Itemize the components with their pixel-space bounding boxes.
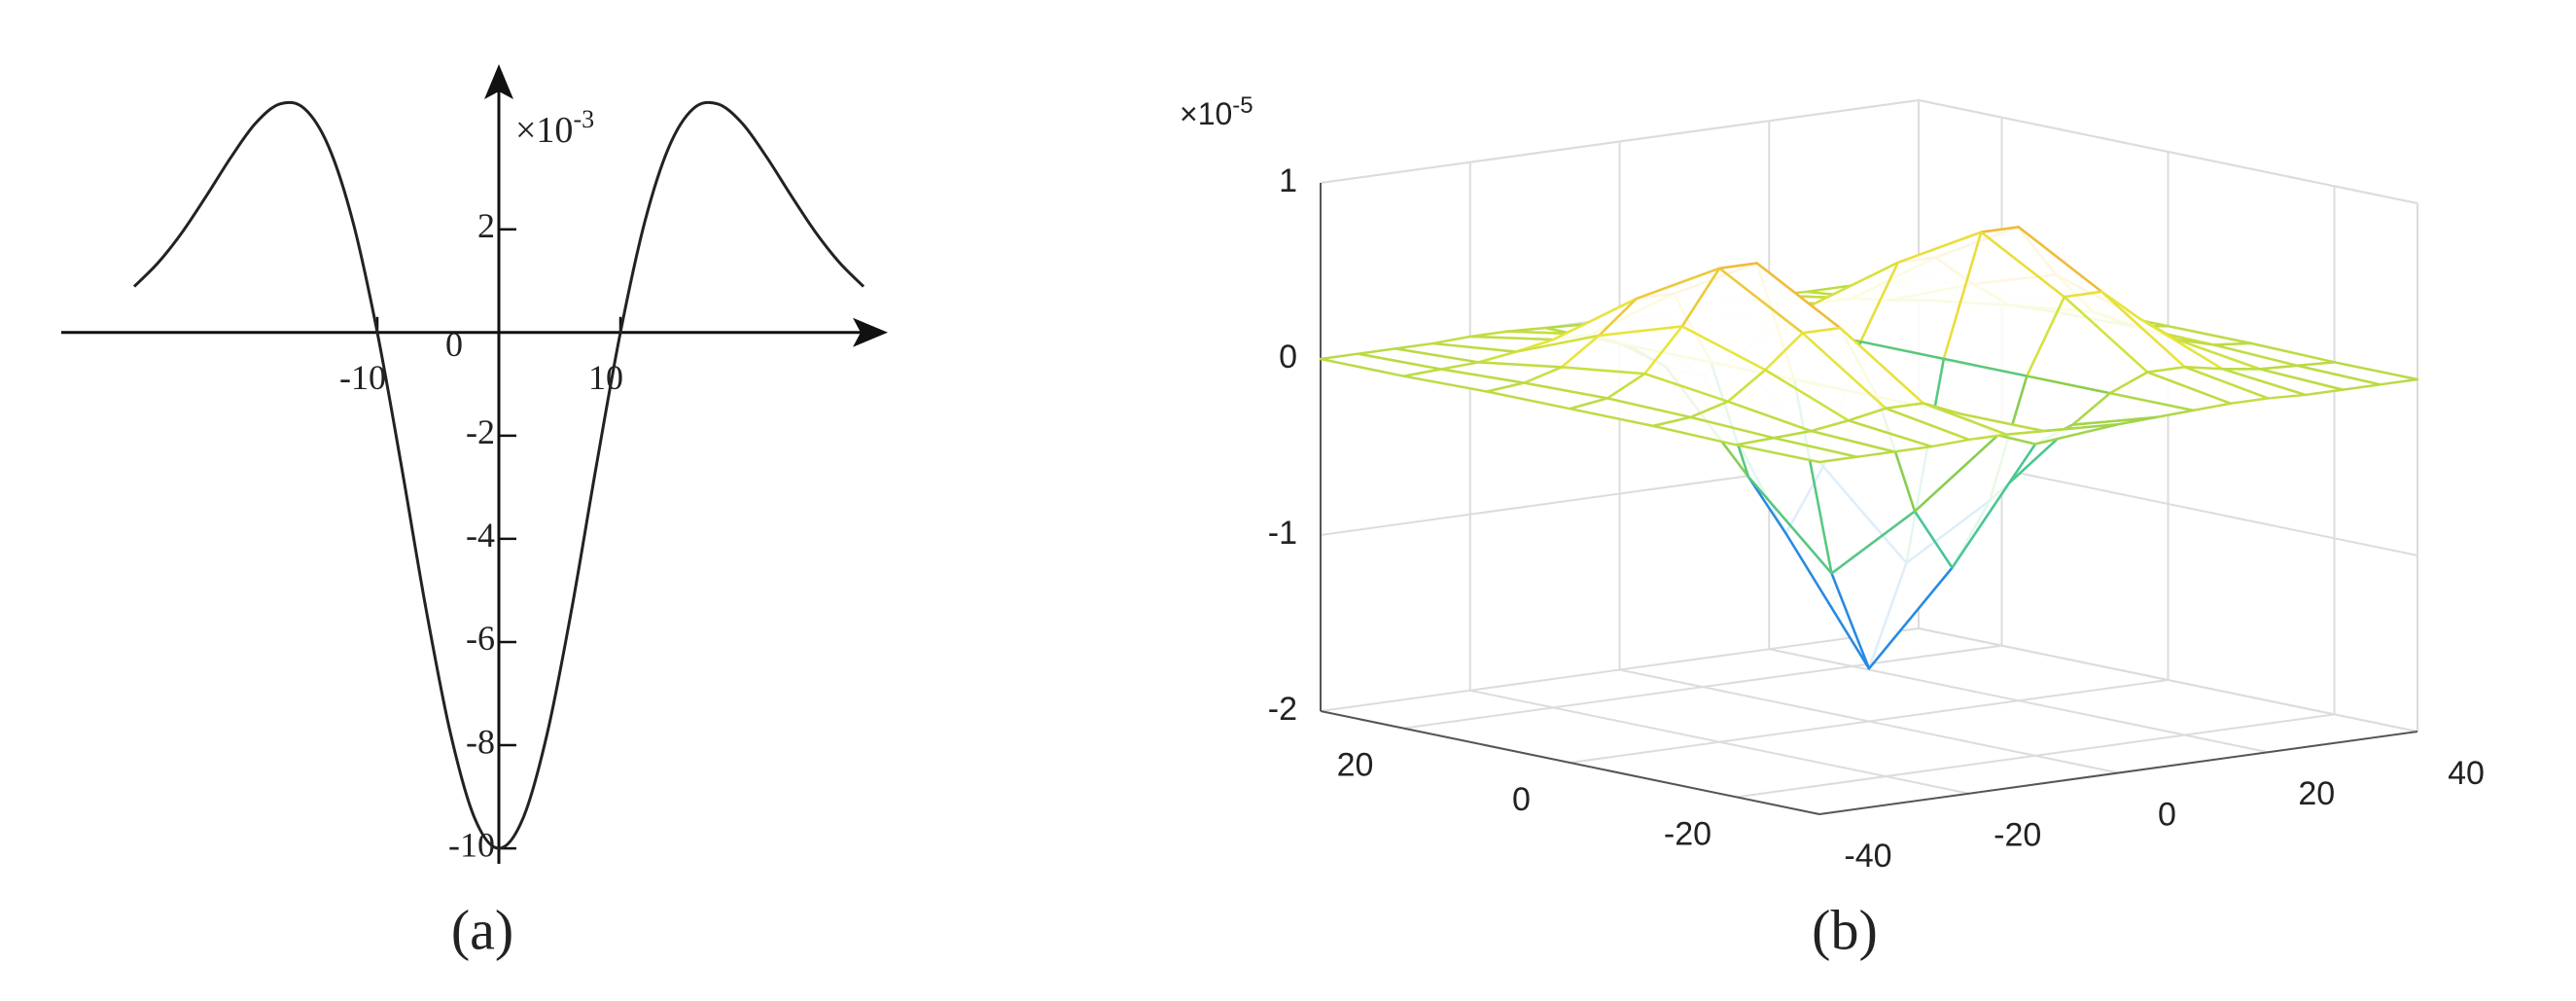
z-tick-label: -1 [1268, 515, 1297, 552]
y-axis-arrow [484, 64, 513, 99]
x-tick-label: -40 [1844, 838, 1891, 875]
grid-line [1570, 679, 2169, 764]
z-tick-label: 0 [1279, 339, 1297, 375]
axis-multiplier: ×10-3 [515, 105, 594, 151]
z-tick-label: 1 [1279, 162, 1297, 199]
multiplier-power: -3 [573, 105, 594, 133]
y-tick-label: 0 [1512, 781, 1531, 818]
y-tick-label: -4 [466, 516, 495, 554]
x-axis-arrow [853, 317, 888, 347]
x-tick-label: 0 [445, 325, 463, 364]
multiplier-base: ×10 [1180, 96, 1232, 131]
grid-line [1403, 644, 2002, 730]
y-tick-label: -8 [466, 722, 495, 761]
curve [132, 100, 865, 850]
x-tick-label: -20 [1994, 817, 2041, 854]
caption: (b) [1812, 898, 1878, 961]
caption: (a) [451, 898, 513, 961]
x-tick-label: 0 [2158, 796, 2176, 833]
y-axis [1320, 710, 1820, 815]
grid-line [1736, 713, 2335, 799]
y-tick-label: -10 [448, 825, 495, 864]
y-tick-label: 20 [1337, 747, 1374, 784]
x-tick-label: 40 [2448, 755, 2485, 792]
panel-b: ×10-5 (b) -2 -1 0 1 -40 -20 0 20 40 -20 0 20 [1180, 92, 2485, 961]
surface-face [1735, 436, 1858, 464]
y-tick-label: -6 [466, 619, 495, 658]
x-axis [1818, 731, 2418, 815]
x-tick-label: 10 [588, 358, 623, 397]
x-tick-label: -10 [339, 358, 386, 397]
x-tick-label: 20 [2298, 775, 2335, 812]
y-tick-label: -20 [1664, 815, 1711, 852]
z-tick-label: -2 [1268, 691, 1297, 728]
multiplier-base: ×10 [515, 110, 573, 151]
panel-a: ×10-3 (a) 2 -2 -4 -6 -8 -10 -10 0 10 [61, 64, 888, 961]
axis-multiplier: ×10-5 [1180, 92, 1253, 131]
y-tick-label: -2 [466, 412, 495, 451]
y-tick-label: 2 [477, 206, 495, 245]
multiplier-power: -5 [1232, 92, 1253, 119]
